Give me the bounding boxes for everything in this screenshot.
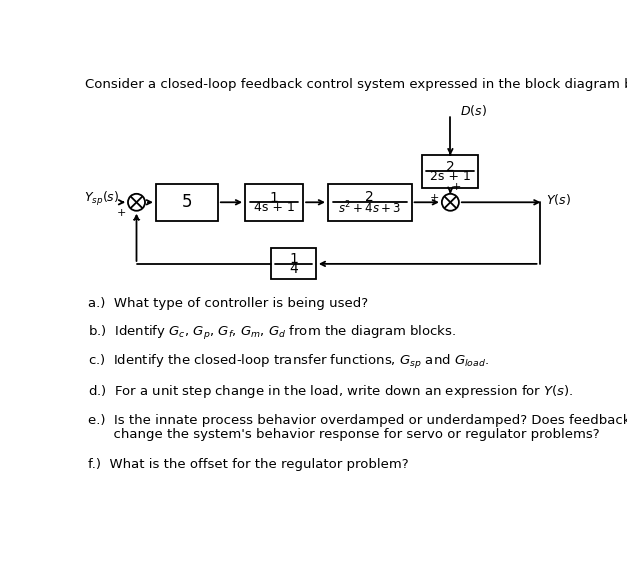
Text: 5: 5 (182, 193, 192, 211)
Text: 2: 2 (366, 190, 374, 204)
Text: 1: 1 (270, 191, 278, 205)
Circle shape (442, 194, 459, 211)
Text: d.)  For a unit step change in the load, write down an expression for $Y(s)$.: d.) For a unit step change in the load, … (88, 383, 573, 400)
Text: $Y_{sp}(s)$: $Y_{sp}(s)$ (84, 190, 119, 208)
Text: f.)  What is the offset for the regulator problem?: f.) What is the offset for the regulator… (88, 457, 408, 471)
Text: +: + (430, 193, 440, 204)
Text: Consider a closed-loop feedback control system expressed in the block diagram be: Consider a closed-loop feedback control … (85, 77, 627, 91)
Text: 1: 1 (289, 252, 298, 266)
Text: +: + (117, 208, 125, 218)
Text: e.)  Is the innate process behavior overdamped or underdamped? Does feedback con: e.) Is the innate process behavior overd… (88, 414, 627, 427)
Bar (271, 249, 316, 279)
Bar (156, 184, 218, 221)
Text: $s^2 + 4s + 3$: $s^2 + 4s + 3$ (338, 200, 401, 216)
Text: a.)  What type of controller is being used?: a.) What type of controller is being use… (88, 297, 368, 310)
Circle shape (128, 194, 145, 211)
Text: $D(s)$: $D(s)$ (460, 103, 487, 118)
Bar (328, 184, 411, 221)
Text: 4: 4 (289, 262, 298, 276)
Text: $Y(s)$: $Y(s)$ (545, 191, 571, 207)
Text: 2: 2 (446, 160, 455, 174)
Bar (423, 155, 478, 187)
Text: +: + (452, 182, 461, 192)
Text: change the system's behavior response for servo or regulator problems?: change the system's behavior response fo… (88, 428, 599, 441)
Text: 2s + 1: 2s + 1 (430, 171, 471, 183)
Text: 4s + 1: 4s + 1 (254, 201, 295, 214)
Text: $-$: $-$ (130, 213, 141, 223)
Text: c.)  Identify the closed-loop transfer functions, $G_{sp}$ and $G_{load}$.: c.) Identify the closed-loop transfer fu… (88, 353, 489, 371)
Bar (245, 184, 303, 221)
Text: b.)  Identify $G_c$, $G_p$, $G_f$, $G_m$, $G_d$ from the diagram blocks.: b.) Identify $G_c$, $G_p$, $G_f$, $G_m$,… (88, 324, 456, 342)
